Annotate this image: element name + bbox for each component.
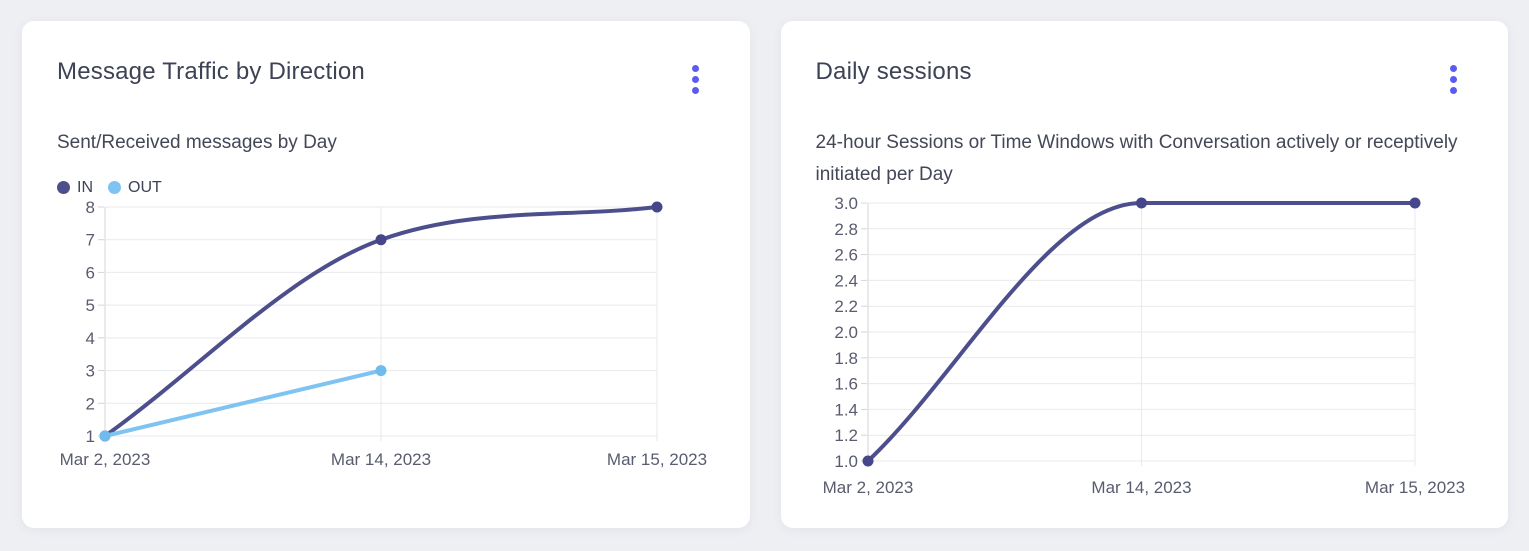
- svg-text:1.2: 1.2: [834, 426, 858, 445]
- svg-text:2.0: 2.0: [834, 323, 858, 342]
- svg-text:Mar 14, 2023: Mar 14, 2023: [1091, 478, 1191, 497]
- legend-dot-in-icon: [57, 181, 70, 195]
- line-chart-daily-sessions: 3.0 2.8 2.6 2.4 2.2 2.0 1.8 1.6 1.4 1.2 1.0 Mar 2, …: [822, 194, 1464, 497]
- svg-text:2.8: 2.8: [834, 220, 858, 239]
- svg-text:6: 6: [86, 263, 95, 282]
- svg-text:2.4: 2.4: [834, 271, 858, 290]
- card-message-traffic: Message Traffic by Direction Sent/Receiv…: [22, 21, 750, 528]
- kebab-dot: [1450, 65, 1457, 72]
- legend-label-in: IN: [77, 178, 93, 196]
- svg-text:3.0: 3.0: [834, 194, 858, 213]
- kebab-menu-icon[interactable]: [686, 61, 705, 98]
- svg-text:8: 8: [86, 199, 95, 217]
- svg-text:1.0: 1.0: [834, 452, 858, 471]
- svg-text:7: 7: [86, 231, 95, 250]
- card-title-daily-sessions: Daily sessions: [815, 58, 972, 85]
- chart-legend: IN OUT: [57, 179, 717, 197]
- svg-text:1.8: 1.8: [834, 349, 858, 368]
- kebab-dot: [1450, 76, 1457, 83]
- svg-text:3: 3: [86, 361, 95, 380]
- card-header: Daily sessions: [816, 57, 1476, 98]
- svg-text:2.2: 2.2: [834, 297, 858, 316]
- svg-text:4: 4: [86, 329, 95, 348]
- svg-text:2: 2: [86, 394, 95, 413]
- dashboard: Message Traffic by Direction Sent/Receiv…: [22, 21, 1508, 528]
- legend-item-in[interactable]: IN: [57, 179, 93, 197]
- card-header: Message Traffic by Direction: [57, 57, 717, 98]
- svg-text:1: 1: [86, 427, 95, 446]
- kebab-dot: [691, 76, 699, 83]
- legend-item-out[interactable]: OUT: [108, 179, 162, 197]
- svg-text:1.6: 1.6: [834, 374, 858, 393]
- svg-text:Mar 15, 2023: Mar 15, 2023: [607, 450, 707, 469]
- svg-text:1.4: 1.4: [834, 400, 858, 419]
- svg-text:Mar 2, 2023: Mar 2, 2023: [822, 478, 913, 497]
- message-traffic-chart: 8 7 6 5 4 3 2 1 Mar 2, 2023 Mar 14, 2023 Mar 15, 2…: [57, 198, 717, 486]
- card-subtitle-message-traffic: Sent/Received messages by Day: [57, 132, 337, 153]
- svg-text:Mar 14, 2023: Mar 14, 2023: [331, 450, 431, 469]
- card-daily-sessions: Daily sessions 24-hour Sessions or Time …: [780, 21, 1508, 528]
- kebab-dot: [691, 87, 699, 94]
- kebab-dot: [691, 65, 699, 72]
- card-title-message-traffic: Message Traffic by Direction: [57, 58, 365, 85]
- svg-text:Mar 2, 2023: Mar 2, 2023: [60, 450, 151, 469]
- kebab-menu-icon[interactable]: [1444, 61, 1463, 98]
- svg-text:5: 5: [86, 296, 95, 315]
- legend-dot-out-icon: [108, 181, 121, 195]
- legend-label-out: OUT: [128, 178, 162, 196]
- svg-text:2.6: 2.6: [834, 245, 858, 264]
- card-subtitle-daily-sessions: 24-hour Sessions or Time Windows with Co…: [815, 132, 1458, 185]
- daily-sessions-chart: 3.0 2.8 2.6 2.4 2.2 2.0 1.8 1.6 1.4 1.2 1.0 Mar 2, …: [816, 193, 1476, 512]
- kebab-dot: [1450, 87, 1457, 94]
- svg-text:Mar 15, 2023: Mar 15, 2023: [1364, 478, 1464, 497]
- line-chart-message-traffic: 8 7 6 5 4 3 2 1 Mar 2, 2023 Mar 14, 2023 Mar 15, 2…: [60, 198, 707, 469]
